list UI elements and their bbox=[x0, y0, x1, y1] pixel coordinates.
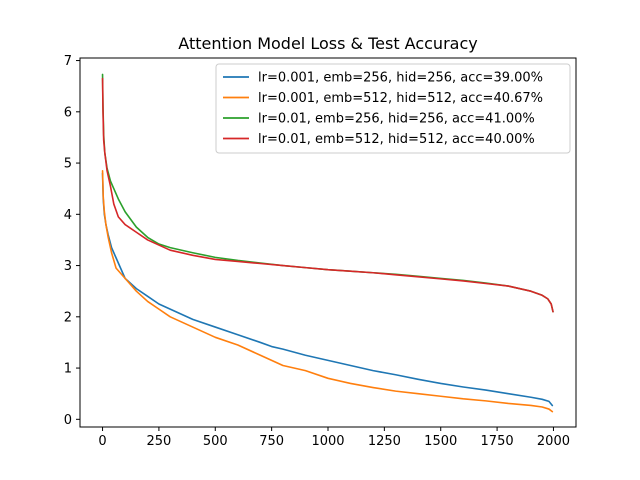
y-tick-label: 7 bbox=[64, 54, 72, 69]
legend-label-2: lr=0.001, emb=512, hid=512, acc=40.67% bbox=[258, 91, 543, 106]
legend-label-4: lr=0.01, emb=512, hid=512, acc=40.00% bbox=[258, 132, 535, 147]
series-line-1 bbox=[101, 172, 554, 407]
series-line-2 bbox=[101, 169, 554, 413]
x-tick-label: 1750 bbox=[481, 434, 514, 449]
series-layer bbox=[101, 73, 554, 413]
y-tick-label: 4 bbox=[64, 208, 72, 223]
y-tick-label: 2 bbox=[64, 310, 72, 325]
x-tick-label: 1500 bbox=[424, 434, 457, 449]
legend-label-3: lr=0.01, emb=256, hid=256, acc=41.00% bbox=[258, 112, 535, 127]
x-tick-label: 500 bbox=[203, 434, 228, 449]
series-line-4 bbox=[101, 77, 554, 313]
axes: 0 250 500 750 1000 1250 1500 1750 2000 0 1 2 3 4 5 6 7 bbox=[64, 54, 570, 449]
y-tick-label: 6 bbox=[64, 105, 72, 120]
y-tick-label: 5 bbox=[64, 157, 72, 172]
x-tick-label: 0 bbox=[98, 434, 106, 449]
y-tick-label: 0 bbox=[64, 413, 72, 428]
x-tick-label: 750 bbox=[259, 434, 284, 449]
y-tick-label: 3 bbox=[64, 259, 72, 274]
chart-title: Attention Model Loss & Test Accuracy bbox=[178, 34, 477, 53]
x-tick-label: 2000 bbox=[537, 434, 570, 449]
legend-box bbox=[215, 63, 571, 154]
y-tick-label: 1 bbox=[64, 362, 72, 377]
legend: lr=0.001, emb=256, hid=256, acc=39.00% lr… bbox=[215, 63, 571, 154]
x-tick-label: 1250 bbox=[368, 434, 401, 449]
legend-label-1: lr=0.001, emb=256, hid=256, acc=39.00% bbox=[258, 71, 543, 86]
x-tick-label: 250 bbox=[146, 434, 171, 449]
x-tick-label: 1000 bbox=[311, 434, 344, 449]
